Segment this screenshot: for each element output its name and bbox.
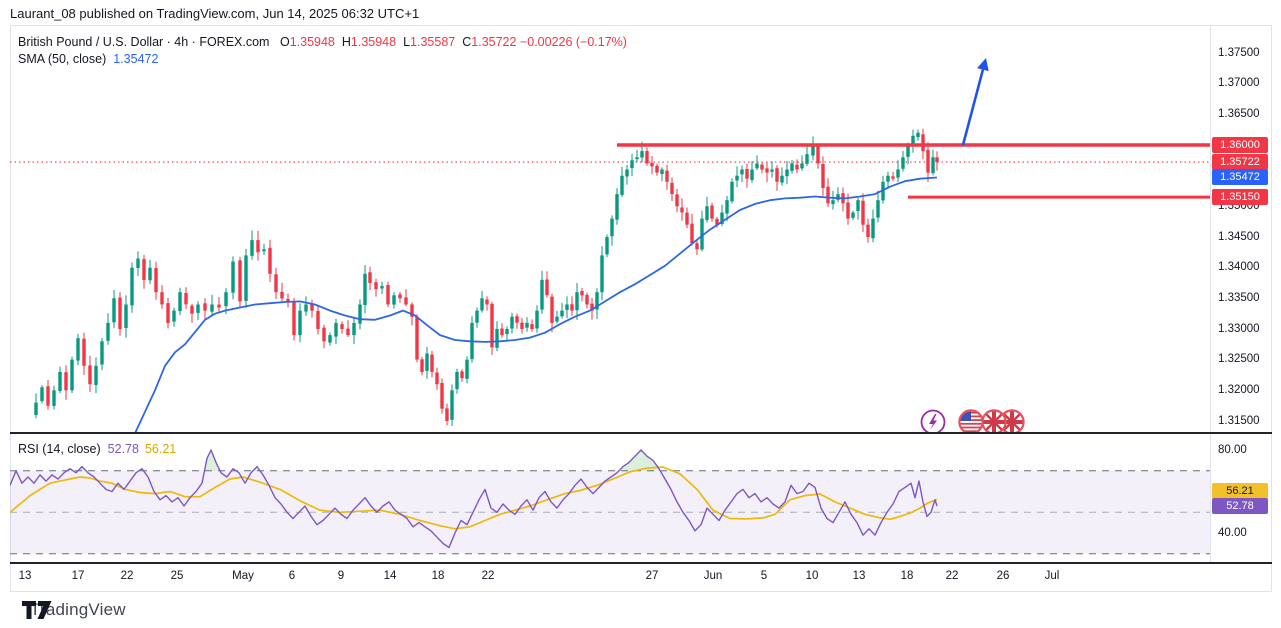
price-tick-label: 1.36500 xyxy=(1218,107,1260,120)
ohlc-number: 1.35948 xyxy=(289,35,335,49)
sma-line xyxy=(134,176,938,433)
broker-lightning-icon xyxy=(920,409,946,433)
ohlc-number: 1.35948 xyxy=(350,35,397,49)
price-tick-label: 1.32000 xyxy=(1218,383,1260,396)
us-flag-icon xyxy=(960,411,982,433)
time-tick-label: Jul xyxy=(1044,570,1060,582)
time-tick-label: 22 xyxy=(481,570,495,582)
price-tick-label: 1.32500 xyxy=(1218,353,1260,366)
price-chart xyxy=(10,58,1210,433)
price-tick-label: 1.37500 xyxy=(1218,46,1260,59)
rsi-ma-line xyxy=(10,466,938,530)
price-tick-label: 1.33500 xyxy=(1218,291,1260,304)
time-tick-label: 27 xyxy=(645,570,659,582)
sma-value: 1.35472 xyxy=(113,52,159,66)
chart-frame xyxy=(10,25,1272,592)
time-tick-label: 17 xyxy=(71,570,85,582)
bullish-arrow xyxy=(961,69,985,146)
rsi-overbought-fill xyxy=(67,450,661,471)
time-tick-label: 14 xyxy=(383,570,397,582)
time-tick-label: 22 xyxy=(120,570,134,582)
price-tick-label: 1.34500 xyxy=(1218,230,1260,243)
rsi-ma-value: 56.21 xyxy=(144,442,177,456)
price-tick-label: 1.34000 xyxy=(1218,261,1260,274)
rsi-value-badge: 52.78 xyxy=(1212,498,1268,515)
arrow-head-icon xyxy=(977,58,989,72)
level-price-badge: 1.35150 xyxy=(1212,189,1268,206)
rsi-tick-label: 80.00 xyxy=(1218,443,1247,456)
price-scale-separator xyxy=(1210,25,1211,563)
time-tick-label: 25 xyxy=(170,570,184,582)
rsi-line xyxy=(10,449,938,549)
time-tick-label: 22 xyxy=(945,570,959,582)
ohlc-label: H xyxy=(341,35,351,49)
rsi-label: RSI (14, close) xyxy=(18,442,101,456)
time-tick-label: 18 xyxy=(431,570,445,582)
footer: TradingView xyxy=(22,600,126,620)
sma-legend: SMA (50, close) 1.35472 xyxy=(18,52,158,66)
uk-flag-icon xyxy=(983,411,1005,433)
rsi-pane xyxy=(10,449,1210,555)
price-tick-label: 1.33000 xyxy=(1218,322,1260,335)
time-tick-label: 9 xyxy=(337,570,345,582)
ohlc-label: C xyxy=(462,35,472,49)
time-tick-label: 5 xyxy=(760,570,768,582)
level-price-badge: 1.36000 xyxy=(1212,137,1268,153)
rsi-ma-badge: 56.21 xyxy=(1212,482,1268,499)
ohlc-label: L xyxy=(403,35,411,49)
ohlc-number: 1.35587 xyxy=(410,35,456,49)
time-tick-label: 18 xyxy=(900,570,914,582)
last-price-badge: 1.35722 xyxy=(1212,154,1268,171)
price-tick-label: 1.37000 xyxy=(1218,77,1260,90)
pane-divider xyxy=(10,432,1272,434)
time-tick-label: May xyxy=(232,570,254,582)
price-tick-label: 1.31500 xyxy=(1218,414,1260,427)
ohlc-values: O1.35948 H1.35948 L1.35587 C1.35722 xyxy=(273,35,517,49)
time-tick-label: 13 xyxy=(18,570,32,582)
sma-price-badge: 1.35472 xyxy=(1212,169,1268,186)
time-tick-label: 26 xyxy=(996,570,1010,582)
published-bar: Laurant_08 published on TradingView.com,… xyxy=(10,6,420,21)
rsi-value: 52.78 xyxy=(107,442,139,456)
symbol-legend: British Pound / U.S. Dollar · 4h · FOREX… xyxy=(18,35,627,49)
time-tick-label: Jun xyxy=(703,570,723,582)
rsi-tick-label: 40.00 xyxy=(1218,526,1247,539)
change-value: −0.00226 (−0.17%) xyxy=(519,35,627,49)
tradingview-logo-icon xyxy=(22,601,52,619)
sma-label: SMA (50, close) xyxy=(18,52,107,66)
tradingview-brand-link[interactable]: TradingView xyxy=(30,600,126,619)
time-tick-label: 13 xyxy=(852,570,866,582)
uk-flag-icon xyxy=(1001,411,1023,433)
ohlc-number: 1.35722 xyxy=(471,35,517,49)
symbol-title: British Pound / U.S. Dollar · 4h · FOREX… xyxy=(18,35,270,49)
ohlc-label: O xyxy=(279,35,290,49)
time-tick-label: 6 xyxy=(288,570,296,582)
time-axis-divider xyxy=(10,562,1272,564)
rsi-legend: RSI (14, close) 52.78 56.21 xyxy=(18,442,176,456)
time-tick-label: 10 xyxy=(805,570,819,582)
